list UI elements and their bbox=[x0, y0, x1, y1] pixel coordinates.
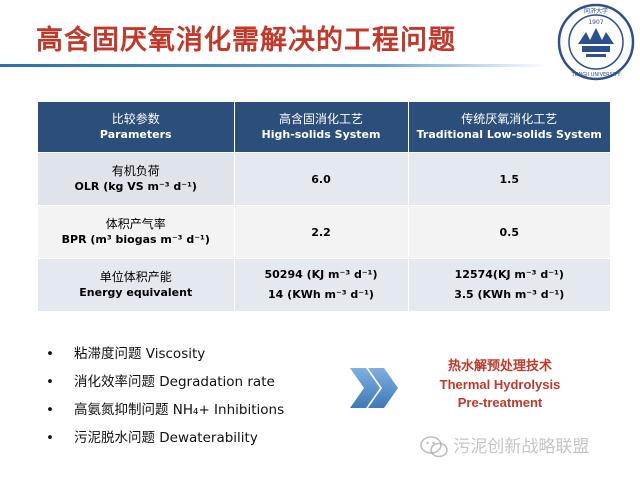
solution-en-line2: Pre-treatment bbox=[457, 395, 543, 410]
value-kwh: 14 (KWh m⁻³ d⁻¹) bbox=[268, 288, 374, 301]
list-item-text: 粘滞度问题 Viscosity bbox=[74, 346, 206, 362]
logo-chinese: 同济大学 bbox=[584, 7, 608, 15]
cell-low-solids: 0.5 bbox=[408, 205, 610, 259]
list-item: • 高氨氮抑制问题 NH₄+ Inhibitions bbox=[46, 396, 284, 424]
cell-parameter: 单位体积产能 Energy equivalent bbox=[38, 258, 235, 311]
header-en: Parameters bbox=[99, 128, 172, 141]
solution-zh: 热水解预处理技术 bbox=[447, 359, 552, 374]
watermark-text: 污泥创新战略联盟 bbox=[453, 437, 590, 457]
watermark: 污泥创新战略联盟 bbox=[420, 432, 630, 462]
cell-low-solids: 12574(KJ m⁻³ d⁻¹) 3.5 (KWh m⁻³ d⁻¹) bbox=[408, 258, 610, 311]
header-parameters: 比较参数 Parameters bbox=[38, 102, 235, 153]
university-seal-logo: 1907 TONGJI UNIVERSITY 同济大学 bbox=[556, 2, 636, 82]
table-header-row: 比较参数 Parameters 高含固消化工艺 High-solids Syst… bbox=[38, 102, 610, 153]
param-en: Energy equivalent bbox=[79, 286, 193, 299]
slide-title: 高含固厌氧消化需解决的工程问题 bbox=[36, 25, 456, 56]
value-kwh: 3.5 (KWh m⁻³ d⁻¹) bbox=[454, 288, 565, 301]
value-kj: 50294 (KJ m⁻³ d⁻¹) bbox=[264, 268, 378, 281]
bullet-dot: • bbox=[46, 430, 54, 446]
title-underline bbox=[0, 64, 548, 67]
param-zh: 单位体积产能 bbox=[99, 270, 172, 284]
header-zh: 比较参数 bbox=[111, 112, 160, 126]
solution-en-line1: Thermal Hydrolysis bbox=[439, 377, 561, 392]
list-item: • 粘滞度问题 Viscosity bbox=[46, 340, 284, 368]
list-item-text: 污泥脱水问题 Dewaterability bbox=[74, 430, 258, 446]
cell-low-solids: 1.5 bbox=[408, 152, 610, 206]
list-item-text: 高氨氮抑制问题 NH₄+ Inhibitions bbox=[74, 402, 285, 418]
list-item: • 污泥脱水问题 Dewaterability bbox=[46, 424, 284, 452]
header-en: Traditional Low-solids System bbox=[416, 128, 602, 141]
header-en: High-solids System bbox=[261, 128, 381, 141]
list-item-text: 消化效率问题 Degradation rate bbox=[74, 374, 275, 390]
bullet-dot: • bbox=[46, 374, 54, 390]
logo-english: TONGJI UNIVERSITY bbox=[571, 72, 622, 78]
wechat-icon bbox=[420, 435, 448, 459]
header-zh: 传统厌氧消化工艺 bbox=[461, 112, 558, 126]
cell-parameter: 体积产气率 BPR (m³ biogas m⁻³ d⁻¹) bbox=[38, 205, 235, 259]
cell-high-solids: 50294 (KJ m⁻³ d⁻¹) 14 (KWh m⁻³ d⁻¹) bbox=[234, 258, 409, 311]
double-chevron-right-icon bbox=[348, 366, 400, 410]
value-kj: 12574(KJ m⁻³ d⁻¹) bbox=[454, 268, 564, 281]
header-zh: 高含固消化工艺 bbox=[278, 112, 363, 126]
solution-text: 热水解预处理技术 Thermal Hydrolysis Pre-treatmen… bbox=[410, 358, 590, 412]
param-en: OLR (kg VS m⁻³ d⁻¹) bbox=[74, 180, 197, 193]
param-zh: 有机负荷 bbox=[111, 164, 160, 178]
cell-high-solids: 2.2 bbox=[234, 205, 409, 259]
comparison-table: 比较参数 Parameters 高含固消化工艺 High-solids Syst… bbox=[38, 102, 610, 311]
bullet-dot: • bbox=[46, 402, 54, 418]
cell-high-solids: 6.0 bbox=[234, 152, 409, 206]
header-high-solids: 高含固消化工艺 High-solids System bbox=[234, 102, 409, 153]
param-en: BPR (m³ biogas m⁻³ d⁻¹) bbox=[61, 233, 210, 246]
table-row-energy: 单位体积产能 Energy equivalent 50294 (KJ m⁻³ d… bbox=[38, 258, 610, 311]
logo-year: 1907 bbox=[588, 19, 603, 26]
table-row-bpr: 体积产气率 BPR (m³ biogas m⁻³ d⁻¹) 2.2 0.5 bbox=[38, 205, 610, 259]
bullet-dot: • bbox=[46, 346, 54, 362]
header-low-solids: 传统厌氧消化工艺 Traditional Low-solids System bbox=[408, 102, 610, 153]
issues-list: • 粘滞度问题 Viscosity • 消化效率问题 Degradation rat… bbox=[46, 340, 284, 452]
table-row-olr: 有机负荷 OLR (kg VS m⁻³ d⁻¹) 6.0 1.5 bbox=[38, 152, 610, 206]
list-item: • 消化效率问题 Degradation rate bbox=[46, 368, 284, 396]
param-zh: 体积产气率 bbox=[105, 217, 166, 231]
cell-parameter: 有机负荷 OLR (kg VS m⁻³ d⁻¹) bbox=[38, 152, 235, 206]
